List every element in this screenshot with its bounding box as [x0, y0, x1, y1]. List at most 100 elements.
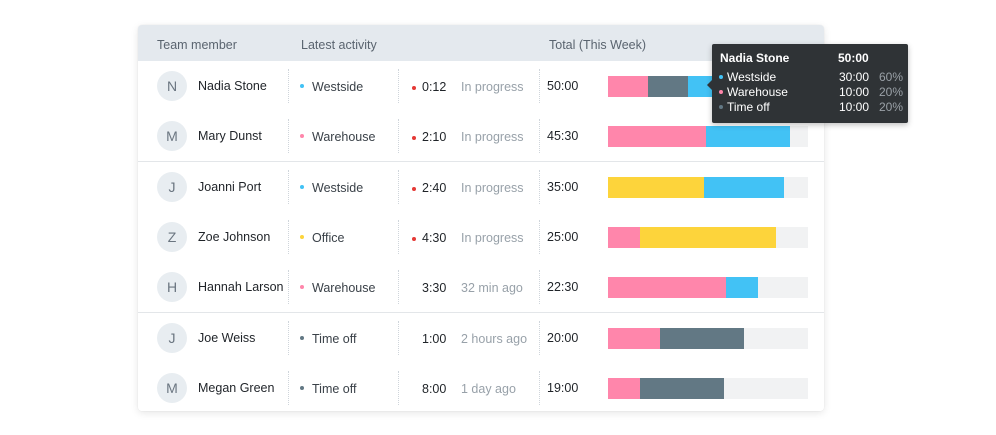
column-divider	[288, 169, 289, 204]
member-name[interactable]: Megan Green	[198, 380, 275, 395]
weekly-total: 45:30	[547, 129, 579, 144]
tooltip-arrow	[707, 80, 712, 90]
avatar[interactable]: M	[157, 372, 187, 403]
bar-segment-office[interactable]	[640, 226, 776, 248]
column-divider	[398, 69, 399, 103]
avatar[interactable]: M	[157, 121, 187, 152]
table-row[interactable]: M Megan Green Time off 8:00 1 day ago 19:00	[138, 362, 824, 411]
table-row[interactable]: J Joanni Port Westside 2:40 In progress 35:00	[138, 161, 824, 213]
column-divider	[539, 69, 540, 103]
table-row[interactable]: H Hannah Larson Warehouse 3:30 32 min ago 22:…	[138, 262, 824, 314]
bar-segment-westside[interactable]	[726, 277, 758, 299]
member-name[interactable]: Hannah Larson	[198, 280, 284, 295]
bar-segment-warehouse[interactable]	[608, 377, 640, 399]
header-total-week: Total (This Week)	[549, 38, 647, 52]
member-name[interactable]: Zoe Johnson	[198, 229, 271, 244]
tooltip-item-percent: 60%	[879, 70, 904, 84]
active-indicator-dot	[412, 136, 416, 141]
activity-status: 32 min ago	[461, 281, 523, 296]
column-divider	[288, 119, 289, 154]
location-label: Office	[312, 230, 345, 245]
bar-tooltip: Nadia Stone 50:00 Westside 30:00 60% Wareho…	[707, 44, 908, 123]
avatar[interactable]: H	[157, 272, 187, 303]
activity-duration: 2:40	[422, 180, 447, 195]
active-indicator-dot	[412, 236, 416, 241]
hours-bar[interactable]	[608, 327, 808, 349]
bar-segment-office[interactable]	[608, 176, 704, 198]
weekly-total: 25:00	[547, 229, 579, 244]
hours-bar[interactable]	[608, 377, 808, 399]
tooltip-item-label: Westside	[727, 70, 777, 84]
activity-status: In progress	[461, 180, 524, 195]
column-divider	[288, 320, 289, 355]
column-divider	[398, 370, 399, 405]
tooltip-item-value: 30:00	[839, 70, 870, 84]
bar-segment-westside[interactable]	[706, 126, 790, 148]
header-latest-activity: Latest activity	[301, 38, 377, 52]
tooltip-item-dot	[719, 105, 723, 109]
location-label: Warehouse	[312, 281, 376, 296]
tooltip-item-percent: 20%	[879, 100, 904, 114]
avatar[interactable]: J	[157, 322, 187, 353]
location-dot	[300, 335, 304, 340]
activity-status: In progress	[461, 130, 524, 145]
location-label: Westside	[312, 180, 364, 195]
bar-segment-time-off[interactable]	[660, 327, 744, 349]
tooltip-item-label: Time off	[727, 100, 770, 114]
activity-duration: 0:12	[422, 80, 447, 94]
location-dot	[300, 385, 304, 390]
column-divider	[288, 69, 289, 103]
member-name[interactable]: Joe Weiss	[198, 330, 256, 345]
bar-segment-warehouse[interactable]	[608, 226, 640, 248]
column-divider	[539, 370, 540, 405]
bar-segment-time-off[interactable]	[640, 377, 724, 399]
tooltip-total: 50:00	[838, 51, 869, 65]
tooltip-item-dot	[719, 75, 723, 79]
activity-status: 1 day ago	[461, 381, 516, 396]
table-row[interactable]: Z Zoe Johnson Office 4:30 In progress 25:00	[138, 211, 824, 263]
column-divider	[288, 370, 289, 405]
bar-segment-warehouse[interactable]	[608, 277, 726, 299]
activity-status: 2 hours ago	[461, 331, 528, 346]
member-name[interactable]: Mary Dunst	[198, 129, 262, 144]
hours-bar[interactable]	[608, 126, 808, 148]
table-row[interactable]: J Joe Weiss Time off 1:00 2 hours ago 20:00	[138, 312, 824, 364]
column-divider	[539, 270, 540, 305]
bar-segment-westside[interactable]	[704, 176, 784, 198]
tooltip-item-value: 10:00	[839, 100, 870, 114]
activity-status: In progress	[461, 230, 524, 245]
location-dot	[300, 134, 304, 139]
column-divider	[398, 169, 399, 204]
activity-duration: 8:00	[422, 381, 447, 396]
location-dot	[300, 184, 304, 189]
member-name[interactable]: Joanni Port	[198, 179, 262, 194]
hours-bar[interactable]	[608, 277, 808, 299]
tooltip-item-percent: 20%	[879, 85, 904, 99]
weekly-total: 19:00	[547, 380, 579, 395]
table-header: Team member Latest activity Total (This …	[138, 25, 824, 61]
bar-segment-warehouse[interactable]	[608, 126, 706, 148]
column-divider	[398, 270, 399, 305]
member-name[interactable]: Nadia Stone	[198, 79, 267, 93]
avatar[interactable]: J	[157, 171, 187, 202]
column-divider	[398, 119, 399, 154]
bar-segment-time-off[interactable]	[648, 76, 688, 97]
active-indicator-dot	[412, 186, 416, 191]
tooltip-item: Westside 30:00 60%	[712, 69, 908, 84]
tooltip-item-value: 10:00	[839, 85, 870, 99]
tooltip-item: Time off 10:00 20%	[712, 99, 908, 114]
location-label: Time off	[312, 381, 357, 396]
avatar[interactable]: N	[157, 71, 187, 101]
table-row[interactable]: M Mary Dunst Warehouse 2:10 In progress 45:30	[138, 111, 824, 163]
activity-duration: 3:30	[422, 281, 447, 296]
activity-duration: 1:00	[422, 331, 447, 346]
avatar[interactable]: Z	[157, 221, 187, 252]
tooltip-item-label: Warehouse	[727, 85, 788, 99]
bar-segment-warehouse[interactable]	[608, 76, 648, 97]
column-divider	[288, 219, 289, 254]
activity-status: In progress	[461, 80, 524, 94]
hours-bar[interactable]	[608, 176, 808, 198]
bar-segment-warehouse[interactable]	[608, 327, 660, 349]
hours-bar[interactable]	[608, 226, 808, 248]
weekly-total: 20:00	[547, 330, 579, 345]
